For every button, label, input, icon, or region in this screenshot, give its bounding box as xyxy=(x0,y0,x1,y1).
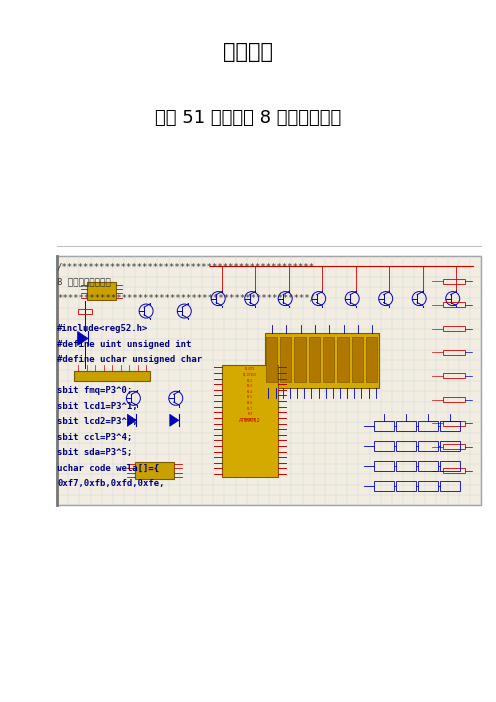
Bar xyxy=(442,350,465,355)
Bar xyxy=(442,420,465,425)
Bar xyxy=(280,338,291,383)
Bar xyxy=(294,338,306,383)
Bar xyxy=(352,338,363,383)
Bar xyxy=(442,326,465,331)
Text: P1.2: P1.2 xyxy=(247,378,253,383)
Text: AT89C52: AT89C52 xyxy=(239,418,261,423)
Bar xyxy=(418,461,437,471)
Bar xyxy=(266,338,277,383)
Text: /***********************************************: /***************************************… xyxy=(57,263,315,271)
Bar xyxy=(442,279,465,284)
Text: 0xf7,0xfb,0xfd,0xfe,: 0xf7,0xfb,0xfd,0xfe, xyxy=(57,479,165,488)
Bar xyxy=(265,333,379,388)
Text: P1.1/T2EX: P1.1/T2EX xyxy=(243,373,257,377)
Bar xyxy=(439,441,460,451)
Bar xyxy=(439,481,460,491)
Bar xyxy=(135,462,174,479)
Text: 基于 51 单片机的 8 位电子密码锁: 基于 51 单片机的 8 位电子密码锁 xyxy=(155,109,341,127)
Text: sbit lcd2=P3^2;: sbit lcd2=P3^2; xyxy=(57,417,138,426)
Text: P1.3: P1.3 xyxy=(247,384,253,388)
Text: #define uchar unsigned char: #define uchar unsigned char xyxy=(57,355,202,364)
Text: P1.0/T2: P1.0/T2 xyxy=(245,367,255,371)
Polygon shape xyxy=(77,331,88,345)
Bar xyxy=(337,338,349,383)
Bar xyxy=(442,303,465,307)
Text: sbit sda=P3^5;: sbit sda=P3^5; xyxy=(57,449,132,457)
Text: #define uint unsigned int: #define uint unsigned int xyxy=(57,340,191,349)
Bar xyxy=(57,256,481,505)
Bar xyxy=(396,481,416,491)
Text: sbit lcd1=P3^1;: sbit lcd1=P3^1; xyxy=(57,402,138,411)
Bar xyxy=(74,371,150,380)
Text: P3.0/RXD: P3.0/RXD xyxy=(244,418,256,422)
Bar xyxy=(442,468,465,473)
Text: #include<reg52.h>: #include<reg52.h> xyxy=(57,324,148,333)
Text: sbit ccl=P3^4;: sbit ccl=P3^4; xyxy=(57,432,132,442)
Bar xyxy=(222,364,278,477)
Text: uchar code wela[]={: uchar code wela[]={ xyxy=(57,464,159,472)
Bar xyxy=(439,420,460,431)
Bar xyxy=(366,338,377,383)
Bar xyxy=(323,338,334,383)
Text: 8 位电子密码锁程序: 8 位电子密码锁程序 xyxy=(57,278,111,286)
Polygon shape xyxy=(170,414,179,426)
Bar xyxy=(373,420,394,431)
Polygon shape xyxy=(127,414,136,426)
Bar xyxy=(439,461,460,471)
Text: RST: RST xyxy=(248,412,252,416)
Bar xyxy=(442,373,465,378)
Bar xyxy=(77,309,92,314)
Bar xyxy=(373,461,394,471)
Bar xyxy=(442,444,465,449)
Bar xyxy=(396,420,416,431)
Bar xyxy=(309,338,320,383)
Bar xyxy=(373,441,394,451)
Text: sbit fmq=P3^0;: sbit fmq=P3^0; xyxy=(57,386,132,395)
Bar xyxy=(418,481,437,491)
Text: P1.7: P1.7 xyxy=(247,406,253,411)
Bar xyxy=(396,441,416,451)
Bar xyxy=(418,420,437,431)
Bar xyxy=(442,397,465,402)
Text: 课程设计: 课程设计 xyxy=(223,42,273,62)
Bar xyxy=(418,441,437,451)
Bar xyxy=(396,461,416,471)
Text: P1.6: P1.6 xyxy=(247,401,253,405)
Text: P1.4: P1.4 xyxy=(247,390,253,394)
Bar xyxy=(87,282,117,300)
Text: ***********************************************/: ****************************************… xyxy=(57,293,315,303)
Text: P1.5: P1.5 xyxy=(247,395,253,399)
Bar xyxy=(373,481,394,491)
